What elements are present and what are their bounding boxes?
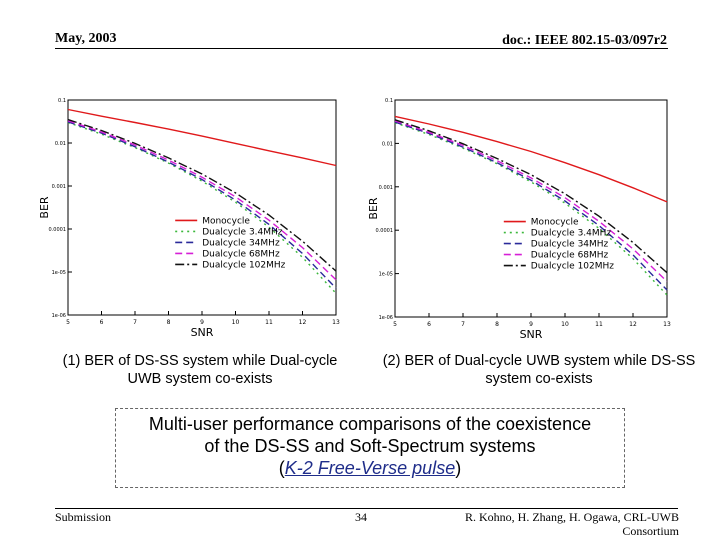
x-tick-label: 11 xyxy=(265,319,273,326)
y-tick-label: 1e-06 xyxy=(52,313,66,319)
x-tick-label: 9 xyxy=(529,321,533,328)
series-line-monocycle xyxy=(394,115,668,203)
x-tick-label: 10 xyxy=(232,319,240,326)
legend-label: Dualcycle 68MHz xyxy=(202,249,280,259)
legend-label: Monocycle xyxy=(531,218,579,228)
plot-frame xyxy=(394,99,668,318)
caption-left: (1) BER of DS-SS system while Dual-cycle… xyxy=(62,353,338,387)
series-line-dualcycle-102mhz xyxy=(67,118,337,272)
x-axis-label: SNR xyxy=(520,328,543,340)
y-tick-label: 0.01 xyxy=(382,141,393,147)
y-axis-label: BER xyxy=(38,196,51,218)
y-tick-label: 0.0001 xyxy=(376,228,394,234)
y-tick-label: 1e-05 xyxy=(379,272,393,278)
y-tick-label: 0.1 xyxy=(58,98,66,104)
x-tick-label: 6 xyxy=(427,321,431,328)
slide-title-line1: Multi-user performance comparisons of th… xyxy=(148,414,592,434)
y-tick-label: 0.1 xyxy=(385,98,393,104)
footer-page-number: 34 xyxy=(355,510,367,524)
legend-label: Monocycle xyxy=(202,216,250,226)
x-tick-label: 7 xyxy=(461,321,465,328)
y-tick-label: 1e-05 xyxy=(52,270,66,276)
series-line-monocycle xyxy=(67,108,337,167)
x-tick-label: 5 xyxy=(393,321,397,328)
y-tick-label: 0.001 xyxy=(52,184,66,190)
series-line-dualcycle-3-4mhz xyxy=(394,122,668,296)
x-tick-label: 6 xyxy=(100,319,104,326)
plot-frame xyxy=(67,99,337,316)
paren-open: ( xyxy=(278,458,285,478)
paren-close: ) xyxy=(455,458,462,478)
header-date: May, 2003 xyxy=(55,31,117,46)
y-tick-label: 0.01 xyxy=(55,141,66,147)
ber-chart-left: 5 6 7 8 9 10 11 12 13 1e-06 1e-05 0.0001 0.001 0.01 0.… xyxy=(38,98,340,339)
series-line-dualcycle-34mhz xyxy=(394,121,668,291)
legend-label: Dualcycle 3.4MHz xyxy=(202,227,283,237)
x-tick-label: 13 xyxy=(332,319,340,326)
y-tick-label: 0.0001 xyxy=(49,227,67,233)
caption-right: (2) BER of Dual-cycle UWB system while D… xyxy=(382,353,696,387)
x-tick-label: 9 xyxy=(200,319,204,326)
x-tick-label: 11 xyxy=(595,321,603,328)
legend-label: Dualcycle 3.4MHz xyxy=(531,229,612,239)
legend-label: Dualcycle 102MHz xyxy=(531,262,614,272)
pulse-link[interactable]: K-2 Free-Verse pulse xyxy=(284,458,456,478)
y-tick-label: 0.001 xyxy=(379,185,393,191)
y-axis-label: BER xyxy=(367,197,380,219)
legend-label: Dualcycle 68MHz xyxy=(531,251,609,261)
x-tick-label: 8 xyxy=(167,319,171,326)
x-axis-label: SNR xyxy=(191,326,214,339)
footer-submission: Submission xyxy=(55,510,112,524)
x-tick-label: 8 xyxy=(495,321,499,328)
series-line-dualcycle-102mhz xyxy=(394,119,668,274)
legend-label: Dualcycle 34MHz xyxy=(202,238,280,248)
header-divider xyxy=(55,48,668,49)
series-line-dualcycle-68mhz xyxy=(67,120,337,281)
x-tick-label: 12 xyxy=(299,319,307,326)
x-tick-label: 13 xyxy=(663,321,671,328)
series-line-dualcycle-34mhz xyxy=(67,121,337,289)
series-line-dualcycle-68mhz xyxy=(394,120,668,282)
slide-title-line3: (K-2 Free-Verse pulse) xyxy=(116,457,624,479)
x-tick-label: 5 xyxy=(66,319,70,326)
footer-authors: R. Kohno, H. Zhang, H. Ogawa, CRL-UWB Co… xyxy=(465,510,679,538)
x-tick-label: 7 xyxy=(133,319,137,326)
footer-divider xyxy=(55,508,678,509)
legend-label: Dualcycle 102MHz xyxy=(202,260,285,270)
header-doc-id: doc.: IEEE 802.15-03/097r2 xyxy=(502,33,667,48)
ber-chart-right: 5 6 7 8 9 10 11 12 13 1e-06 1e-05 0.0001 0.001 0.01 0.… xyxy=(367,98,671,340)
x-tick-label: 10 xyxy=(561,321,569,328)
slide-title: Multi-user performance comparisons of th… xyxy=(115,408,625,488)
slide-title-line2: of the DS-SS and Soft-Spectrum systems xyxy=(204,436,536,456)
legend-label: Dualcycle 34MHz xyxy=(531,240,609,250)
y-tick-label: 1e-06 xyxy=(379,315,393,321)
x-tick-label: 12 xyxy=(629,321,637,328)
